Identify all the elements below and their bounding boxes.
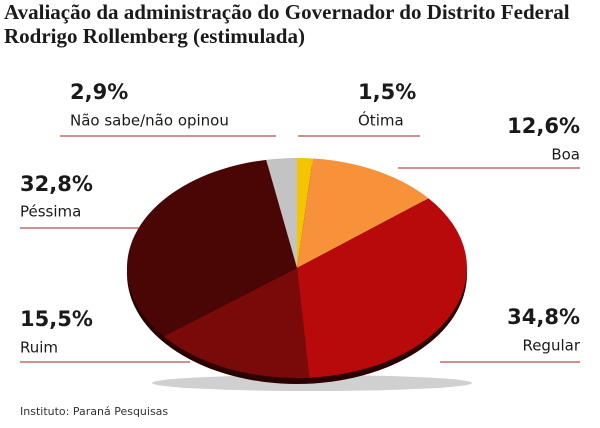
pie-slice: [266, 158, 297, 268]
pie-slice: [163, 268, 310, 378]
category-label: Ótima: [358, 111, 404, 130]
pie-slice: [297, 158, 429, 268]
category-label: Regular: [522, 337, 580, 355]
pie-slice: [297, 198, 467, 378]
value-label: 12,6%: [507, 114, 580, 138]
value-label: 34,8%: [507, 305, 580, 329]
value-label: 2,9%: [70, 80, 128, 104]
value-label: 15,5%: [20, 307, 93, 331]
pie-slice: [297, 158, 313, 268]
value-label: 32,8%: [20, 172, 93, 196]
category-label: Péssima: [20, 203, 81, 221]
category-label: Boa: [551, 146, 580, 164]
source: Instituto: Paraná Pesquisas: [20, 405, 168, 418]
category-label: Não sabe/não opinou: [70, 112, 229, 130]
category-label: Ruim: [20, 339, 58, 357]
pie-slice: [127, 159, 297, 337]
chart-title: Avaliação da administração do Governador…: [4, 0, 570, 48]
value-label: 1,5%: [358, 80, 416, 104]
